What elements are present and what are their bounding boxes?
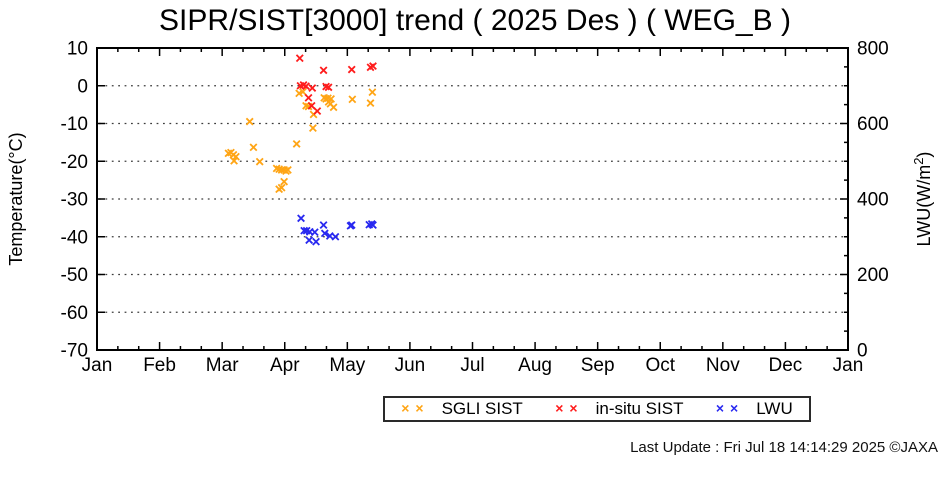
plot-border bbox=[96, 47, 849, 351]
legend-entry-sgli-sist: ×× SGLI SIST bbox=[401, 399, 523, 419]
y-left-tick-label: 10 bbox=[67, 39, 88, 60]
tick-labels: 100-10-20-30-40-50-60-708006004002000Jan… bbox=[61, 39, 889, 377]
y-right-tick-label: 600 bbox=[857, 114, 889, 135]
x-tick-label: Aug bbox=[518, 355, 552, 376]
y-left-tick-label: -40 bbox=[61, 227, 88, 248]
x-tick-label: Mar bbox=[206, 355, 239, 376]
y-right-tick-label: 400 bbox=[857, 190, 889, 211]
x-tick-label: Nov bbox=[706, 355, 740, 376]
x-tick-label: Dec bbox=[769, 355, 803, 376]
x-tick-label: Oct bbox=[645, 355, 675, 376]
y-right-tick-label: 0 bbox=[857, 341, 868, 362]
legend: ×× SGLI SIST ×× in-situ SIST ×× LWU bbox=[383, 396, 811, 422]
legend-label: in-situ SIST bbox=[595, 399, 684, 418]
x-tick-label: Jan bbox=[833, 355, 864, 376]
y-left-tick-label: 0 bbox=[77, 76, 88, 97]
legend-entry-in-situ-sist: ×× in-situ SIST bbox=[555, 399, 683, 419]
legend-label: LWU bbox=[756, 399, 793, 418]
y-right-axis-title: LWU(W/m2) bbox=[911, 152, 934, 247]
y-right-tick-label: 800 bbox=[857, 39, 889, 60]
y-left-axis-title: Temperature(°C) bbox=[6, 132, 26, 265]
chart-title: SIPR/SIST[3000] trend ( 2025 Des ) ( WEG… bbox=[159, 4, 791, 37]
x-tick-label: Jun bbox=[395, 355, 426, 376]
axis-ticks bbox=[96, 47, 849, 351]
y-left-tick-label: -10 bbox=[61, 114, 88, 135]
y-left-tick-label: -70 bbox=[61, 341, 88, 362]
series-lwu bbox=[297, 214, 377, 246]
y-left-tick-label: -30 bbox=[61, 190, 88, 211]
legend-marker-icon: ×× bbox=[555, 400, 584, 416]
x-tick-label: Jul bbox=[460, 355, 484, 376]
y-right-tick-label: 200 bbox=[857, 265, 889, 286]
x-tick-label: May bbox=[329, 355, 365, 376]
series-in-situ-sist bbox=[295, 54, 377, 115]
series-sgli-sist bbox=[224, 87, 377, 194]
y-left-tick-label: -20 bbox=[61, 152, 88, 173]
x-tick-label: Apr bbox=[270, 355, 300, 376]
last-update-text: Last Update : Fri Jul 18 14:14:29 2025 ©… bbox=[630, 439, 938, 456]
legend-marker-icon: ×× bbox=[401, 400, 430, 416]
gridlines bbox=[99, 85, 846, 313]
x-tick-label: Jan bbox=[82, 355, 113, 376]
legend-label: SGLI SIST bbox=[441, 399, 523, 418]
y-left-tick-label: -60 bbox=[61, 303, 88, 324]
legend-marker-icon: ×× bbox=[715, 400, 745, 416]
x-tick-label: Sep bbox=[581, 355, 615, 376]
legend-entry-lwu: ×× LWU bbox=[716, 399, 793, 419]
y-left-tick-label: -50 bbox=[61, 265, 88, 286]
x-tick-label: Feb bbox=[143, 355, 176, 376]
